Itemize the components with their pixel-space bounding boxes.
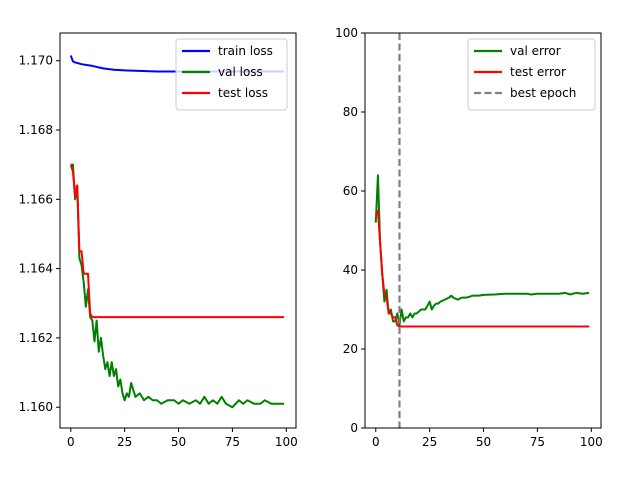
- legend: train loss val loss test loss: [175, 38, 288, 111]
- right-error-plot: 0 25 50 75 100 0 20 40 60 80 100 val error test erro…: [335, 26, 603, 449]
- axes-frame: [59, 32, 297, 429]
- y-tick-label: 20: [343, 342, 358, 356]
- x-tick-label: 100: [275, 435, 298, 449]
- series-line-test-loss: [69, 164, 285, 319]
- y-tick-label: 100: [335, 26, 358, 40]
- x-tick-label: 75: [225, 435, 240, 449]
- y-tick-label: 1.162: [19, 331, 53, 345]
- y-tick-label: 1.166: [19, 192, 53, 206]
- x-tick-label: 25: [422, 435, 437, 449]
- x-tick-label: 100: [580, 435, 603, 449]
- legend-label: test error: [510, 65, 566, 79]
- x-tick-label: 0: [372, 435, 380, 449]
- axes-frame: [364, 32, 602, 429]
- y-tick-label: 80: [343, 105, 358, 119]
- legend: val error test error best epoch: [467, 38, 596, 111]
- y-tick-label: 1.168: [19, 123, 53, 137]
- x-tick-label: 25: [117, 435, 132, 449]
- y-tick-label: 1.160: [19, 400, 53, 414]
- series-line-test-error: [374, 209, 590, 328]
- legend-label: train loss: [218, 44, 273, 58]
- x-tick-label: 75: [530, 435, 545, 449]
- left-loss-plot: 0 25 50 75 100 1.160 1.162 1.164 1.166 1.168 1.170…: [19, 32, 298, 449]
- y-tick-label: 60: [343, 184, 358, 198]
- legend-label: test loss: [218, 86, 268, 100]
- legend-label: val error: [510, 44, 561, 58]
- x-tick-label: 0: [67, 435, 75, 449]
- series-line-val-loss: [70, 163, 285, 409]
- y-tick-label: 1.164: [19, 262, 53, 276]
- y-tick-label: 1.170: [19, 54, 53, 68]
- x-tick-label: 50: [476, 435, 491, 449]
- y-tick-label: 40: [343, 263, 358, 277]
- series-line-val-error: [374, 174, 590, 327]
- y-tick-label: 0: [350, 421, 358, 435]
- legend-label: best epoch: [510, 86, 576, 100]
- x-tick-label: 50: [171, 435, 186, 449]
- legend-label: val loss: [218, 65, 263, 79]
